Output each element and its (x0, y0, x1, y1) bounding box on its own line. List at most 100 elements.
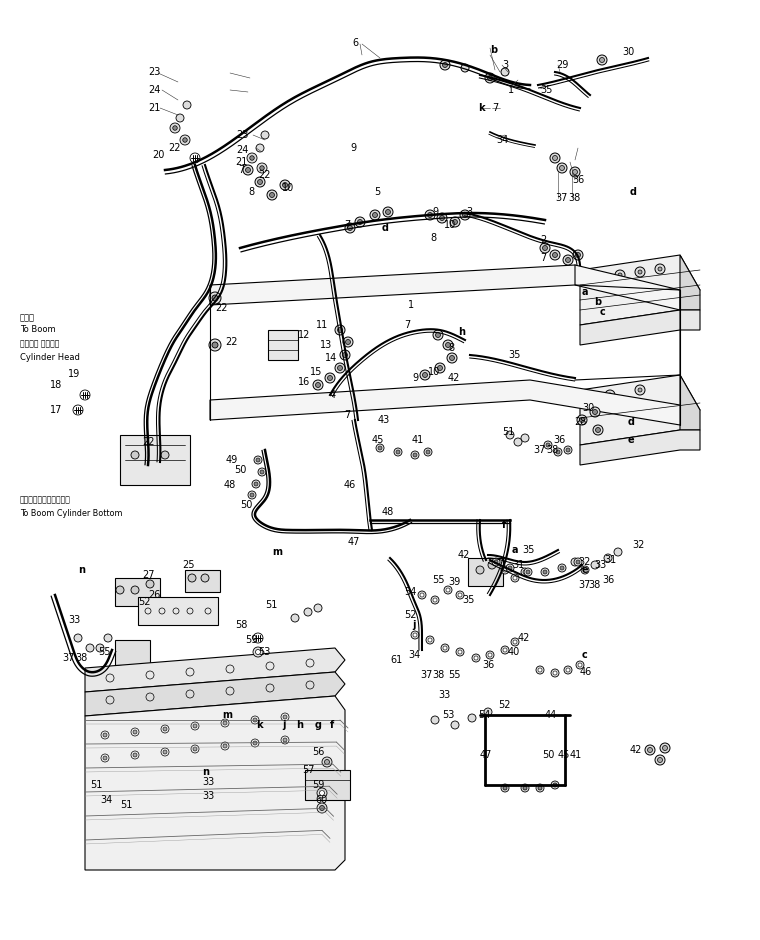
Circle shape (257, 163, 267, 173)
Text: 21: 21 (235, 157, 247, 167)
Text: 56: 56 (312, 747, 325, 757)
Circle shape (573, 250, 583, 260)
Text: 20: 20 (152, 150, 164, 160)
Circle shape (513, 640, 517, 644)
Circle shape (423, 372, 427, 378)
Text: 4: 4 (330, 390, 336, 400)
Circle shape (523, 570, 527, 574)
Circle shape (385, 210, 391, 214)
Text: 5: 5 (374, 187, 380, 197)
Circle shape (576, 661, 584, 669)
Circle shape (511, 574, 519, 582)
Circle shape (657, 758, 663, 762)
Circle shape (521, 784, 529, 792)
Text: 38: 38 (568, 193, 580, 203)
Text: To Boom Cylinder Bottom: To Boom Cylinder Bottom (20, 509, 122, 519)
Text: フームシリンタボトムへ: フームシリンタボトムへ (20, 495, 71, 505)
Text: To Boom: To Boom (20, 325, 55, 335)
Text: 55: 55 (432, 575, 445, 585)
Polygon shape (580, 255, 700, 325)
Polygon shape (580, 430, 700, 465)
Circle shape (472, 654, 480, 662)
Circle shape (596, 428, 600, 432)
Text: 51: 51 (502, 427, 515, 437)
Text: b: b (594, 297, 601, 307)
Text: Cylinder Head: Cylinder Head (20, 352, 80, 362)
Circle shape (270, 193, 274, 197)
Text: 10: 10 (428, 367, 440, 377)
Text: 8: 8 (248, 187, 254, 197)
Circle shape (343, 352, 347, 357)
Circle shape (494, 560, 498, 564)
Text: フーム: フーム (20, 314, 35, 322)
Circle shape (116, 586, 124, 594)
Circle shape (445, 342, 451, 348)
Circle shape (317, 788, 327, 798)
Text: c: c (600, 307, 606, 317)
Circle shape (468, 714, 476, 722)
Circle shape (559, 165, 565, 170)
Circle shape (576, 560, 580, 564)
Text: 27: 27 (142, 570, 154, 580)
Circle shape (314, 604, 322, 612)
Text: 7: 7 (344, 410, 350, 420)
Polygon shape (580, 375, 700, 445)
Circle shape (655, 755, 665, 765)
Circle shape (581, 566, 589, 574)
Circle shape (443, 340, 453, 350)
Circle shape (131, 586, 139, 594)
Circle shape (645, 745, 655, 755)
Circle shape (433, 598, 437, 602)
Circle shape (248, 491, 256, 499)
Circle shape (250, 156, 255, 160)
Text: 26: 26 (148, 590, 160, 600)
Circle shape (558, 564, 566, 572)
Circle shape (492, 558, 500, 566)
Text: シリンタ ヘッドへ: シリンタ ヘッドへ (20, 339, 59, 349)
Text: 1: 1 (508, 85, 514, 95)
Circle shape (357, 220, 363, 225)
Text: n: n (78, 565, 85, 575)
Circle shape (163, 727, 167, 731)
Circle shape (513, 576, 517, 580)
Circle shape (426, 450, 430, 454)
Text: 9: 9 (350, 143, 356, 153)
Circle shape (452, 220, 458, 225)
Circle shape (439, 215, 445, 221)
Circle shape (506, 431, 514, 439)
Circle shape (556, 450, 560, 454)
Text: 52: 52 (138, 597, 150, 607)
Circle shape (488, 561, 496, 569)
Circle shape (428, 638, 432, 642)
Text: 46: 46 (344, 480, 356, 490)
Text: 7: 7 (404, 320, 410, 330)
Polygon shape (680, 255, 700, 310)
Circle shape (253, 741, 257, 745)
Circle shape (170, 123, 180, 133)
Circle shape (254, 482, 258, 486)
Text: 10: 10 (282, 183, 294, 193)
Circle shape (396, 450, 400, 454)
Text: 36: 36 (482, 660, 494, 670)
Circle shape (550, 153, 560, 163)
Circle shape (103, 733, 107, 737)
Text: 16: 16 (298, 377, 310, 387)
Text: 35: 35 (522, 545, 534, 555)
Circle shape (614, 548, 622, 556)
Circle shape (255, 650, 261, 654)
Circle shape (322, 757, 332, 767)
Text: 46: 46 (580, 667, 592, 677)
Text: 34: 34 (496, 135, 508, 145)
Text: 52: 52 (498, 700, 511, 710)
Text: 59: 59 (245, 635, 258, 645)
Text: 31: 31 (512, 560, 524, 570)
Circle shape (256, 144, 264, 152)
Circle shape (579, 417, 584, 422)
Circle shape (212, 295, 218, 301)
Text: 6: 6 (352, 38, 358, 48)
Text: 36: 36 (553, 435, 565, 445)
Circle shape (564, 666, 572, 674)
Circle shape (193, 724, 197, 728)
Circle shape (663, 745, 667, 750)
Text: 22: 22 (142, 437, 154, 447)
